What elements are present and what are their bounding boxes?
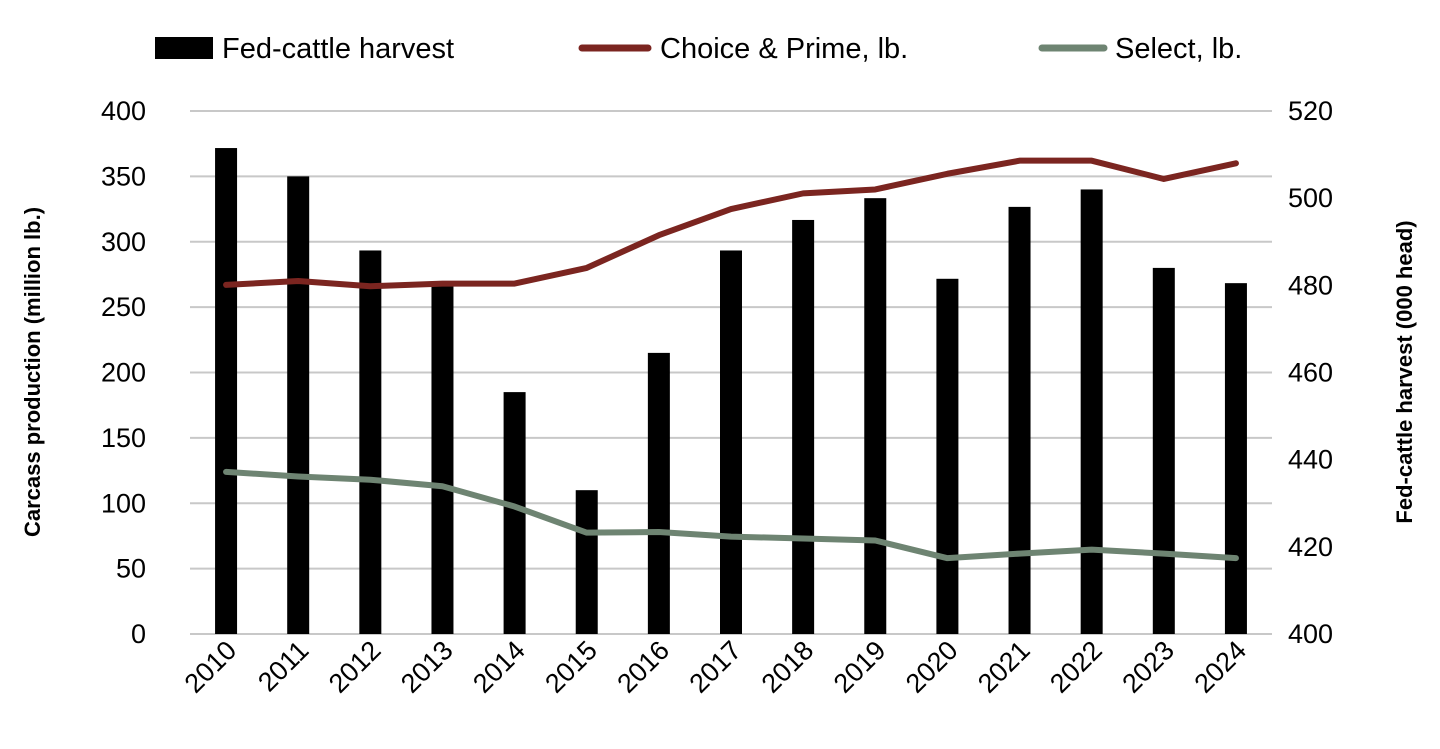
left-tick-label: 150 [101, 423, 146, 453]
bar-2013 [431, 283, 454, 634]
line-series [223, 157, 1239, 562]
x-tick-label: 2010 [179, 635, 243, 699]
x-tick-label: 2022 [1044, 635, 1108, 699]
bar-2011 [287, 176, 310, 634]
x-tick-label: 2011 [252, 635, 314, 697]
x-tick-label: 2014 [467, 635, 531, 699]
bar-2016 [647, 352, 670, 634]
left-tick-label: 200 [101, 358, 146, 388]
left-tick-label: 250 [101, 292, 146, 322]
bar-2014 [503, 392, 526, 634]
right-axis-ticks: 400 420 440 460 480 500 520 [1288, 96, 1333, 649]
x-tick-label: 2021 [972, 635, 1036, 699]
x-tick-label: 2013 [395, 635, 459, 699]
bar-2021 [1008, 206, 1031, 634]
x-tick-label: 2016 [611, 635, 675, 699]
left-axis-ticks: 0 50 100 150 200 250 300 350 400 [101, 96, 146, 649]
bar-2022 [1080, 189, 1103, 634]
x-tick-label: 2012 [323, 635, 387, 699]
x-axis-ticks: 2010 2011 2012 2013 2014 2015 2016 2017 2018 2019… [179, 635, 1253, 699]
right-tick-label: 480 [1288, 270, 1333, 300]
right-tick-label: 420 [1288, 532, 1333, 562]
x-tick-label: 2023 [1116, 635, 1180, 699]
bar-series-fed-cattle-harvest [215, 148, 1247, 635]
left-tick-label: 100 [101, 488, 146, 518]
bar-2023 [1152, 267, 1175, 634]
left-tick-label: 50 [116, 554, 146, 584]
right-tick-label: 400 [1288, 619, 1333, 649]
legend-label-select: Select, lb. [1115, 33, 1242, 65]
x-tick-label: 2020 [900, 635, 964, 699]
left-axis-title: Carcass production (million lb.) [20, 207, 45, 537]
legend-label-fed-cattle-harvest: Fed-cattle harvest [222, 33, 454, 65]
bar-2019 [864, 198, 887, 634]
bar-2015 [575, 490, 598, 634]
x-tick-label: 2019 [828, 635, 892, 699]
right-tick-label: 520 [1288, 96, 1333, 126]
bar-2012 [359, 250, 382, 634]
legend-label-choice-prime: Choice & Prime, lb. [660, 33, 908, 65]
bar-2017 [720, 250, 742, 634]
left-tick-label: 400 [101, 96, 146, 126]
left-tick-label: 0 [131, 619, 146, 649]
x-tick-label: 2017 [684, 635, 748, 699]
right-tick-label: 440 [1288, 445, 1333, 475]
left-tick-label: 300 [101, 227, 146, 257]
bar-2020 [936, 278, 959, 634]
legend: Fed-cattle harvest Choice & Prime, lb. S… [155, 33, 1242, 65]
right-axis-title: Fed-cattle harvest (000 head) [1392, 220, 1417, 523]
left-tick-label: 350 [101, 161, 146, 191]
right-tick-label: 500 [1288, 183, 1333, 213]
bar-2024 [1224, 283, 1247, 634]
right-tick-label: 460 [1288, 358, 1333, 388]
x-tick-label: 2015 [539, 635, 603, 699]
legend-swatch-fed-cattle-harvest [155, 37, 213, 59]
bar-2018 [792, 219, 815, 635]
bar-2010 [215, 148, 238, 634]
x-tick-label: 2018 [756, 635, 820, 699]
x-tick-label: 2024 [1188, 635, 1252, 699]
